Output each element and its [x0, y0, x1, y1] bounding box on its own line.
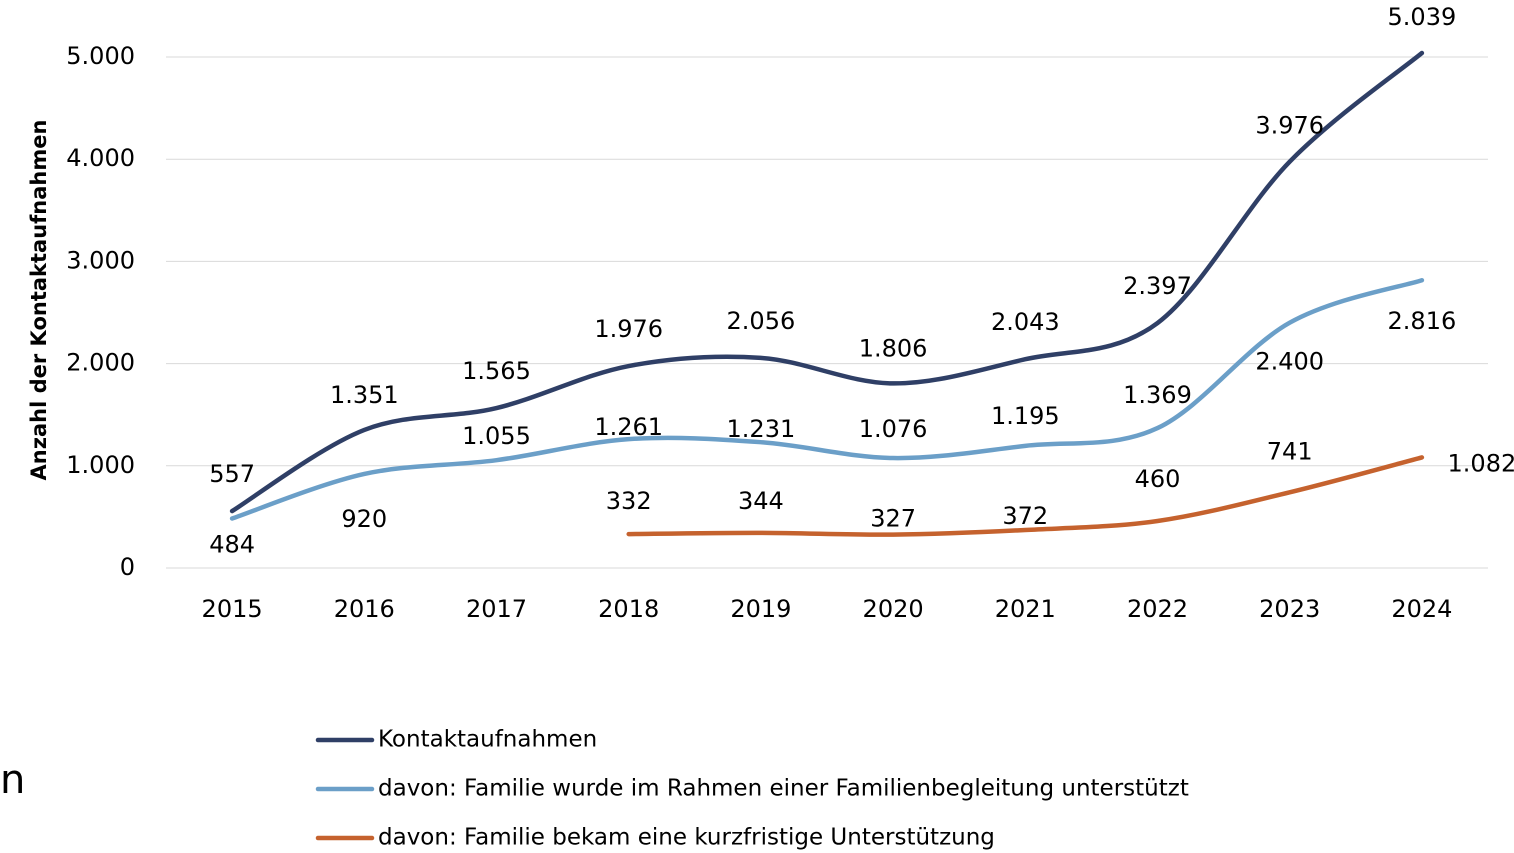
data-label: 741 [1267, 437, 1313, 465]
data-label: 1.976 [594, 315, 663, 343]
legend-label: Kontaktaufnahmen [378, 727, 597, 753]
x-tick-label: 2021 [995, 595, 1056, 623]
y-axis-label: Anzahl der Kontaktaufnahmen [27, 120, 51, 481]
data-label: 1.055 [462, 422, 531, 450]
x-tick-label: 2022 [1127, 595, 1188, 623]
y-tick-label: 3.000 [66, 246, 135, 274]
data-label: 1.351 [330, 381, 399, 409]
y-tick-label: 5.000 [66, 42, 135, 70]
y-tick-label: 1.000 [66, 451, 135, 479]
data-label: 2.397 [1123, 272, 1192, 300]
data-label: 3.976 [1255, 112, 1324, 140]
legend-label: davon: Familie wurde im Rahmen einer Fam… [378, 776, 1189, 802]
data-label: 1.806 [859, 334, 928, 362]
data-label: 5.039 [1388, 3, 1457, 31]
data-label: 2.043 [991, 308, 1060, 336]
data-label: 1.261 [594, 413, 663, 441]
data-label: 344 [738, 487, 784, 515]
data-label: 920 [341, 505, 387, 533]
data-label: 1.369 [1123, 381, 1192, 409]
annotation: n [0, 757, 25, 803]
data-label: 2.816 [1388, 307, 1457, 335]
x-tick-label: 2015 [202, 595, 263, 623]
series-line [229, 277, 1425, 521]
data-label: 557 [209, 460, 255, 488]
x-tick-label: 2023 [1259, 595, 1320, 623]
data-label: 372 [1002, 502, 1048, 530]
y-tick-label: 2.000 [66, 349, 135, 377]
data-label: 1.195 [991, 402, 1060, 430]
data-label: 460 [1135, 465, 1181, 493]
x-tick-label: 2020 [863, 595, 924, 623]
data-label: 327 [870, 505, 916, 533]
x-tick-label: 2024 [1391, 595, 1452, 623]
data-label: 484 [209, 531, 255, 559]
legend-label: davon: Familie bekam eine kurzfristige U… [378, 825, 995, 851]
data-label: 2.056 [727, 307, 796, 335]
series-line [229, 50, 1425, 514]
x-tick-label: 2019 [730, 595, 791, 623]
y-tick-label: 0 [120, 553, 135, 581]
data-label: 332 [606, 487, 652, 515]
data-label: 1.082 [1448, 449, 1514, 477]
data-label: 2.400 [1255, 348, 1324, 376]
series-line [626, 455, 1425, 537]
y-tick-label: 4.000 [66, 144, 135, 172]
data-label: 1.231 [727, 415, 796, 443]
data-label: 1.076 [859, 415, 928, 443]
x-tick-label: 2016 [334, 595, 395, 623]
x-tick-label: 2017 [466, 595, 527, 623]
data-label: 1.565 [462, 357, 531, 385]
x-tick-label: 2018 [598, 595, 659, 623]
